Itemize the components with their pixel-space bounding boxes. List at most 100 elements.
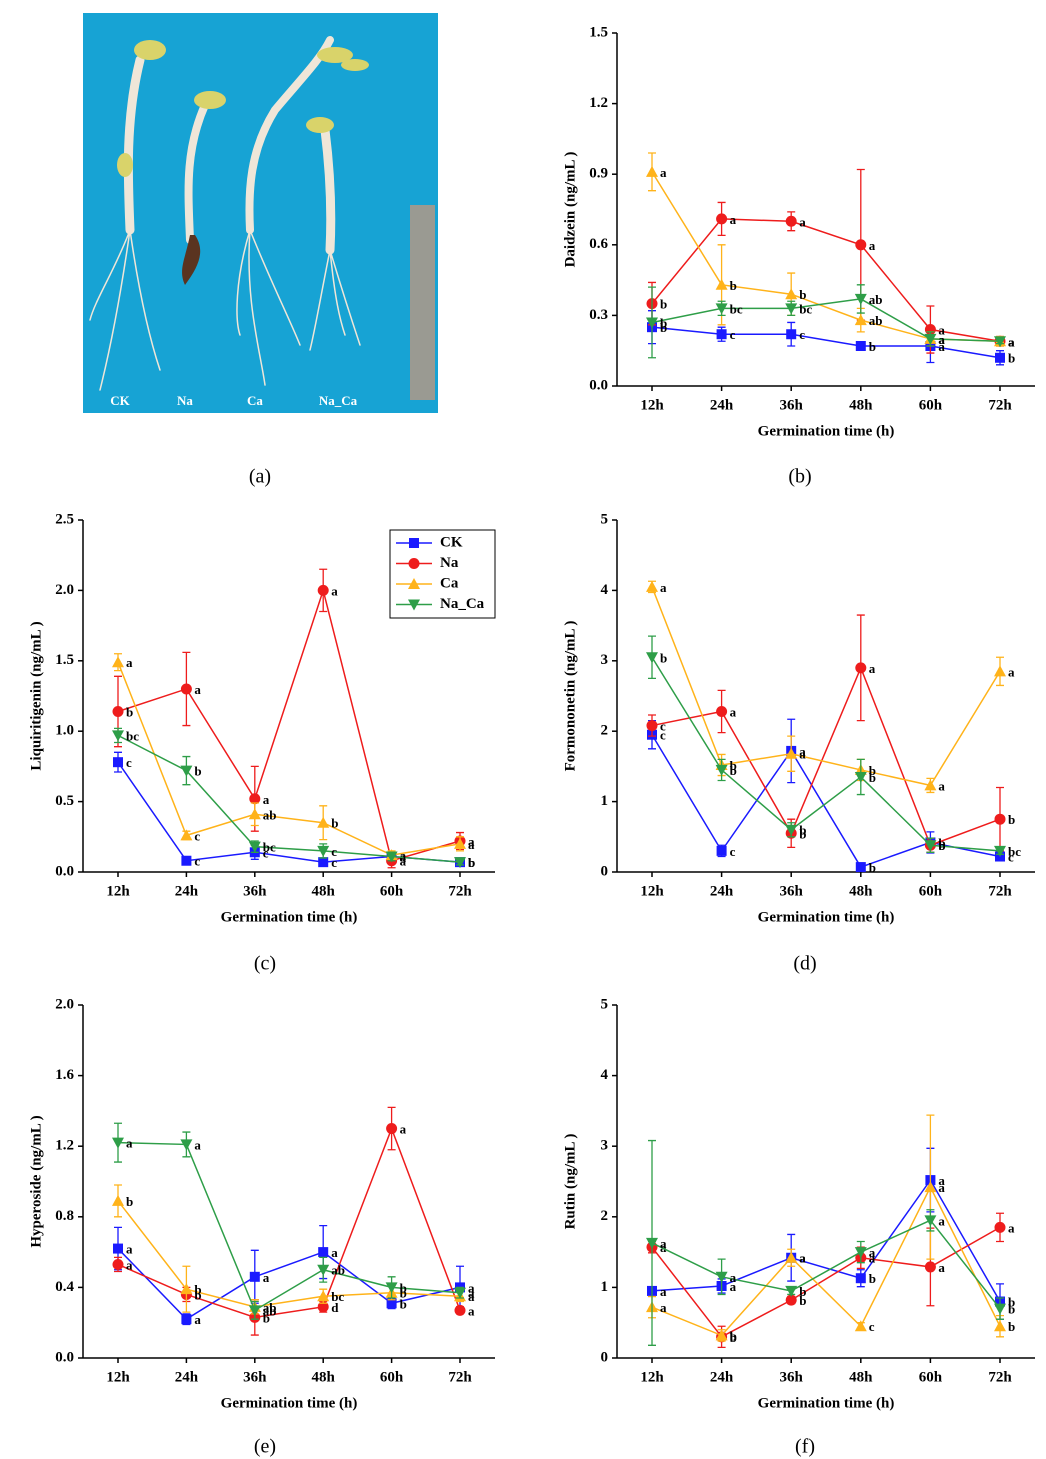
significance-letter: ab (869, 313, 883, 328)
y-tick-label: 3 (601, 1138, 609, 1154)
marker (318, 857, 329, 868)
photo: CK Na Ca Na_Ca (83, 13, 438, 413)
photo-label: Na_Ca (319, 393, 358, 408)
marker (924, 779, 937, 791)
marker (716, 213, 728, 225)
series-line (117, 734, 461, 863)
significance-letter: a (938, 323, 945, 338)
significance-letter: b (331, 816, 338, 831)
series-line (117, 587, 461, 862)
marker (408, 558, 420, 569)
x-tick-label: 48h (849, 397, 873, 413)
y-tick-label: 2.0 (55, 582, 74, 598)
panel-label: (f) (795, 1436, 815, 1458)
x-tick-label: 72h (448, 883, 472, 899)
x-tick-label: 72h (988, 883, 1012, 899)
series-line (117, 1141, 461, 1312)
marker (317, 584, 329, 596)
significance-letter: a (194, 682, 201, 697)
y-tick-label: 0.4 (55, 1279, 74, 1295)
significance-letter: b (730, 758, 737, 773)
x-tick-label: 24h (175, 883, 199, 899)
marker (181, 855, 192, 866)
marker (317, 845, 330, 857)
marker (317, 1290, 330, 1302)
marker (924, 840, 937, 852)
significance-letter: a (660, 580, 667, 595)
y-tick-label: 0.6 (589, 236, 608, 252)
x-tick-label: 36h (780, 397, 804, 413)
significance-letter: a (660, 1236, 667, 1251)
significance-letter: a (263, 792, 270, 807)
significance-letter: bc (331, 1289, 344, 1304)
x-tick-label: 48h (849, 883, 873, 899)
x-tick-label: 60h (380, 1369, 404, 1385)
significance-letter: a (938, 778, 945, 793)
x-axis-title: Germination time (h) (758, 423, 895, 439)
significance-letter: b (400, 1286, 407, 1301)
marker (924, 1261, 936, 1273)
y-tick-label: 5 (601, 996, 609, 1012)
y-tick-label: 1 (601, 1279, 609, 1295)
leaves (117, 40, 369, 177)
x-axis-title: Germination time (h) (221, 1395, 358, 1411)
y-tick-label: 1.2 (589, 95, 608, 111)
marker (715, 1271, 728, 1283)
marker (112, 1258, 124, 1270)
significance-letter: a (1008, 1220, 1015, 1235)
x-tick-label: 60h (919, 397, 943, 413)
significance-letter: b (938, 835, 945, 850)
marker (716, 329, 727, 340)
significance-letter: b (126, 1194, 133, 1209)
marker (112, 656, 124, 668)
significance-letter: a (938, 1173, 945, 1188)
marker (646, 1237, 658, 1249)
marker (785, 747, 798, 759)
marker (180, 1283, 193, 1295)
x-tick-label: 24h (710, 397, 734, 413)
y-axis-title: Formononetin (ng/mL ) (562, 621, 578, 772)
marker (854, 314, 867, 326)
significance-letter: ab (263, 807, 277, 822)
significance-letter: bc (1008, 844, 1021, 859)
y-tick-label: 0.9 (589, 166, 608, 182)
panel-label: (c) (254, 953, 276, 975)
marker (715, 1329, 728, 1341)
series-line (651, 665, 1001, 847)
marker (408, 599, 420, 611)
y-tick-label: 2.0 (55, 996, 74, 1012)
marker (249, 1271, 260, 1282)
marker (854, 1320, 867, 1332)
significance-letter: a (938, 1180, 945, 1195)
marker (646, 317, 658, 329)
panel-label: (d) (793, 953, 816, 975)
significance-letter: b (799, 823, 806, 838)
marker (317, 816, 330, 828)
marker (994, 813, 1006, 825)
significance-letter: a (660, 165, 667, 180)
significance-letter: a (730, 704, 737, 719)
marker (386, 1298, 397, 1309)
significance-letter: c (730, 844, 736, 859)
series-line (651, 734, 1001, 868)
y-tick-label: 0.0 (55, 1349, 74, 1365)
y-tick-label: 0.3 (589, 307, 608, 323)
marker (646, 165, 658, 177)
series-line (117, 1200, 461, 1308)
marker (994, 336, 1006, 348)
marker (180, 683, 192, 695)
series-line (117, 1248, 461, 1321)
significance-letter: a (468, 1280, 475, 1295)
series-line (651, 1219, 1001, 1310)
significance-letter: b (1008, 351, 1015, 366)
photo-label: Na (177, 393, 193, 408)
marker (715, 278, 728, 290)
y-tick-label: 0 (601, 863, 609, 879)
y-axis-title: Rutin (ng/mL ) (562, 1134, 578, 1230)
significance-letter: ab (331, 1263, 345, 1278)
significance-letter: a (799, 1251, 806, 1266)
significance-letter: b (263, 1310, 270, 1325)
significance-letter: a (730, 1270, 737, 1285)
marker (785, 215, 797, 227)
significance-letter: b (869, 763, 876, 778)
